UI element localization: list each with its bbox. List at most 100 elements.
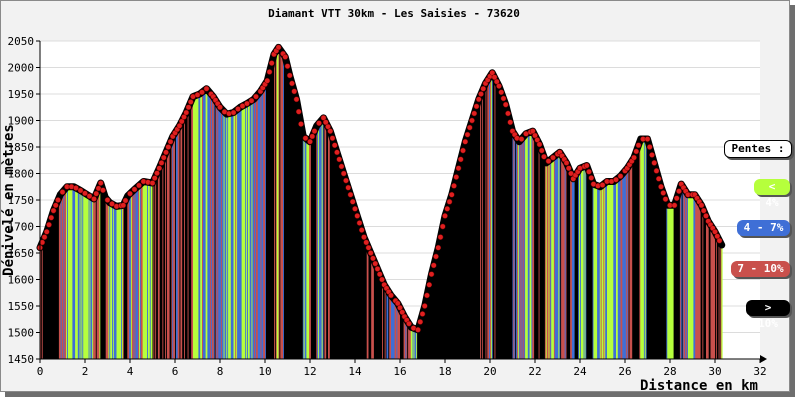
slope-bar — [472, 119, 474, 359]
slope-bar — [274, 53, 276, 359]
legend-item-4-7: 4 - 7% — [737, 220, 790, 236]
profile-marker — [455, 165, 462, 172]
slope-bar — [700, 204, 702, 359]
slope-bar — [373, 259, 375, 359]
slope-bar — [455, 177, 458, 359]
profile-marker — [264, 77, 271, 84]
profile-marker — [374, 266, 381, 272]
slope-bar — [147, 182, 149, 359]
slope-bar — [344, 176, 346, 359]
slope-bar — [572, 178, 575, 359]
profile-marker — [73, 185, 79, 191]
slope-bar — [438, 243, 440, 359]
slope-bar — [645, 139, 647, 359]
slope-bar — [189, 104, 191, 359]
slope-bar — [238, 108, 240, 359]
slope-bar — [236, 110, 238, 360]
slope-bar — [683, 188, 685, 359]
slope-bar — [526, 133, 529, 359]
slope-bar — [313, 132, 315, 359]
slope-bar — [252, 99, 254, 360]
slope-bar — [157, 170, 160, 359]
slope-bar — [281, 51, 283, 359]
slope-bar — [171, 138, 173, 359]
slope-bar — [554, 155, 557, 359]
profile-marker — [397, 304, 403, 311]
slope-bar — [296, 101, 298, 360]
profile-marker — [536, 141, 543, 148]
profile-marker — [309, 133, 316, 140]
slope-bar — [719, 241, 721, 359]
profile-marker — [442, 213, 448, 219]
slope-bar — [276, 49, 278, 359]
profile-marker — [500, 95, 507, 102]
slope-bar — [268, 73, 270, 359]
slope-bar — [102, 188, 104, 359]
slope-bar — [316, 125, 318, 359]
profile-marker — [199, 89, 205, 96]
slope-bar — [349, 193, 351, 359]
slope-bar — [381, 278, 383, 359]
profile-marker — [363, 239, 370, 246]
slope-bar — [108, 201, 110, 359]
slope-bar — [677, 195, 679, 359]
slope-bar — [440, 234, 442, 359]
slope-bar — [225, 113, 227, 359]
slope-bar — [684, 189, 686, 359]
slope-bar — [608, 181, 611, 359]
slope-bar — [66, 187, 68, 359]
slope-bar — [174, 133, 176, 359]
slope-bar — [356, 215, 359, 359]
slope-bar — [691, 194, 693, 359]
slope-bar — [343, 173, 345, 359]
slope-bar — [623, 172, 625, 359]
slope-bar — [53, 209, 55, 359]
profile-marker — [673, 195, 680, 202]
slope-bar — [153, 180, 155, 359]
profile-marker — [633, 148, 640, 155]
profile-marker — [293, 96, 300, 103]
profile-marker — [550, 154, 556, 161]
profile-marker — [165, 144, 172, 150]
slope-bar — [494, 78, 496, 359]
slope-bar — [58, 198, 60, 359]
slope-bar — [655, 169, 657, 359]
slope-bar — [577, 171, 579, 359]
slope-bar — [578, 170, 580, 359]
profile-marker — [181, 114, 187, 120]
profile-marker — [122, 197, 129, 204]
slope-bar — [206, 89, 208, 359]
slope-bar — [60, 193, 62, 359]
slope-bar — [195, 95, 197, 359]
slope-bar — [254, 98, 256, 360]
slope-bar — [435, 258, 437, 359]
slope-bar — [247, 102, 250, 359]
slope-bar — [231, 112, 233, 359]
slope-bar — [682, 186, 684, 359]
slope-bar — [181, 121, 183, 359]
profile-marker — [448, 191, 455, 198]
slope-bar — [86, 194, 89, 359]
slope-bar — [76, 188, 79, 359]
slope-bar — [166, 149, 169, 359]
slope-bar — [311, 136, 314, 359]
slope-bar — [361, 230, 363, 359]
slope-bar — [306, 139, 308, 359]
slope-bar — [459, 162, 461, 359]
slope-bar — [247, 103, 249, 360]
slope-bar — [664, 197, 666, 359]
profile-marker — [41, 234, 48, 240]
profile-marker — [480, 85, 487, 92]
profile-marker — [345, 184, 352, 191]
profile-marker — [651, 160, 658, 166]
slope-bar — [123, 203, 125, 359]
profile-marker — [338, 163, 345, 170]
slope-bar — [424, 306, 426, 359]
slope-bar — [427, 289, 430, 359]
slope-bar — [165, 153, 167, 359]
slope-bar — [633, 158, 635, 359]
slope-bar — [647, 140, 649, 359]
slope-bar — [604, 183, 606, 359]
slope-bar — [114, 205, 116, 359]
profile-marker — [131, 186, 138, 193]
